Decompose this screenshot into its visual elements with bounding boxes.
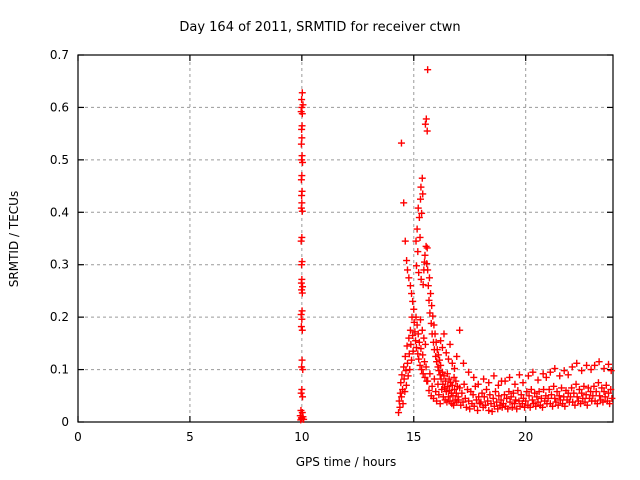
y-tick-label: 0.1 <box>50 363 69 377</box>
y-tick-label: 0.7 <box>50 48 69 62</box>
y-tick-label: 0.2 <box>50 310 69 324</box>
x-tick-label: 10 <box>294 430 309 444</box>
y-tick-label: 0.3 <box>50 258 69 272</box>
x-tick-label: 5 <box>186 430 194 444</box>
x-tick-label: 0 <box>74 430 82 444</box>
series-srmtid-ctwn <box>296 66 616 424</box>
plot-frame <box>77 54 614 423</box>
x-tick-label: 15 <box>406 430 421 444</box>
y-axis-label: SRMTID / TECUs <box>7 191 21 287</box>
y-tick-label: 0.4 <box>50 205 69 219</box>
y-tick-label: 0 <box>61 415 69 429</box>
chart-title: Day 164 of 2011, SRMTID for receiver ctw… <box>179 20 460 35</box>
y-tick-label: 0.6 <box>50 100 69 114</box>
tick-labels: 0 0.1 0.2 0.3 0.4 0.5 0.6 0.7 0 5 10 15 20 <box>50 48 533 444</box>
x-axis-label: GPS time / hours <box>296 455 397 469</box>
y-tick-label: 0.5 <box>50 153 69 167</box>
gridlines <box>79 56 612 421</box>
x-tick-label: 20 <box>518 430 533 444</box>
data-points <box>296 66 616 424</box>
